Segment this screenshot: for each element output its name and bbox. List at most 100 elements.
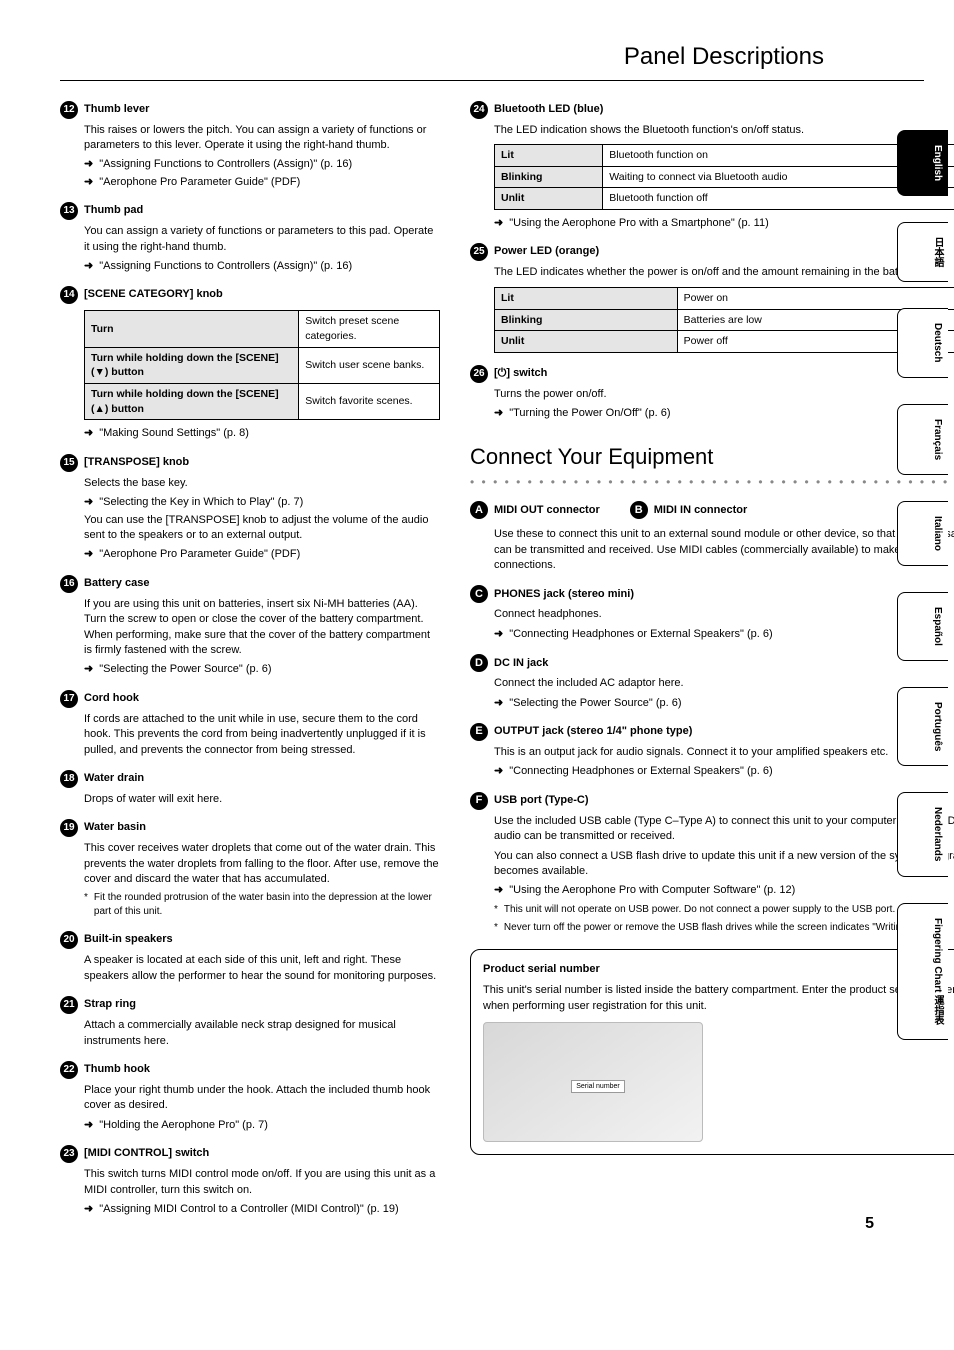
- language-tab[interactable]: Fingering Chart 運指表: [897, 903, 948, 1040]
- item-title: Strap ring: [84, 997, 136, 1012]
- description-item: 13 Thumb pad You can assign a variety of f…: [60, 202, 440, 274]
- language-tab[interactable]: Español: [897, 592, 948, 661]
- item-paragraph: Turns the power on/off.: [494, 387, 954, 402]
- item-title: Thumb hook: [84, 1062, 150, 1077]
- item-paragraph: Drops of water will exit here.: [84, 792, 440, 807]
- description-item: 19Water basinThis cover receives water d…: [60, 819, 440, 919]
- table-key: Turn while holding down the [SCENE] (▼) …: [85, 347, 299, 383]
- language-tab[interactable]: Português: [897, 687, 948, 766]
- language-tabs: English 日本語 Deutsch Français Italiano Español…: [897, 130, 948, 1040]
- ref-arrow-icon: ➜: [84, 495, 93, 510]
- table-key: Turn: [85, 311, 299, 347]
- ref-text: "Making Sound Settings" (p. 8): [99, 426, 249, 441]
- item-paragraph: Attach a commercially available neck str…: [84, 1018, 440, 1049]
- description-item: 25Power LED (orange)The LED indicates wh…: [470, 243, 954, 352]
- item-title: PHONES jack (stereo mini): [494, 587, 634, 602]
- language-tab[interactable]: Français: [897, 404, 948, 475]
- item-paragraph: If cords are attached to the unit while …: [84, 712, 440, 758]
- number-badge: 21: [60, 996, 78, 1014]
- description-item: F USB port (Type-C) Use the included USB c…: [470, 792, 954, 935]
- ref-text: "Assigning Functions to Controllers (Ass…: [99, 157, 352, 172]
- item-title: Cord hook: [84, 691, 139, 706]
- table-value: Switch favorite scenes.: [299, 384, 440, 420]
- letter-badge: D: [470, 654, 488, 672]
- item-title: Thumb pad: [84, 203, 143, 218]
- language-tab[interactable]: 日本語: [897, 222, 948, 282]
- letter-badge: A: [470, 501, 488, 519]
- ref-text: "Selecting the Power Source" (p. 6): [99, 662, 271, 677]
- item-title: USB port (Type-C): [494, 793, 589, 808]
- table-key: Blinking: [495, 309, 678, 331]
- table-value: Switch user scene banks.: [299, 347, 440, 383]
- ref-text: "Selecting the Key in Which to Play" (p.…: [99, 495, 303, 510]
- ref-text: "Connecting Headphones or External Speak…: [509, 764, 772, 779]
- item-paragraph: This switch turns MIDI control mode on/o…: [84, 1167, 440, 1198]
- ref-arrow-icon: ➜: [494, 406, 503, 421]
- ref-text: "Selecting the Power Source" (p. 6): [509, 696, 681, 711]
- content-columns: 12Thumb leverThis raises or lowers the p…: [60, 101, 924, 1230]
- number-badge: 24: [470, 101, 488, 119]
- ref-text: "Holding the Aerophone Pro" (p. 7): [99, 1118, 268, 1133]
- number-badge: 17: [60, 690, 78, 708]
- item-title: MIDI IN connector: [654, 503, 748, 518]
- language-tab[interactable]: English: [897, 130, 948, 196]
- description-item: 24Bluetooth LED (blue)The LED indication…: [470, 101, 954, 232]
- note-asterisk: *: [84, 891, 88, 919]
- number-badge: 12: [60, 101, 78, 119]
- serial-number-label: Serial number: [571, 1080, 625, 1094]
- description-item: 20Built-in speakersA speaker is located …: [60, 931, 440, 984]
- number-badge: 20: [60, 931, 78, 949]
- ref-arrow-icon: ➜: [84, 426, 93, 441]
- description-item: 23[MIDI CONTROL] switchThis switch turns…: [60, 1145, 440, 1217]
- number-badge: 13: [60, 202, 78, 220]
- ref-text: "Aerophone Pro Parameter Guide" (PDF): [99, 175, 300, 190]
- item-paragraph: This raises or lowers the pitch. You can…: [84, 123, 440, 154]
- letter-badge: F: [470, 792, 488, 810]
- serial-number-callout: Product serial number This unit's serial …: [470, 949, 954, 1155]
- language-tab[interactable]: Deutsch: [897, 308, 948, 377]
- language-tab[interactable]: Nederlands: [897, 792, 948, 876]
- ref-text: "Turning the Power On/Off" (p. 6): [509, 406, 670, 421]
- letter-badge: E: [470, 723, 488, 741]
- description-item: AMIDI OUT connectorBMIDI IN connectorUse…: [470, 501, 954, 573]
- description-item: 12Thumb leverThis raises or lowers the p…: [60, 101, 440, 191]
- ref-text: "Using the Aerophone Pro with Computer S…: [509, 883, 795, 898]
- letter-badge: C: [470, 585, 488, 603]
- callout-title: Product serial number: [483, 962, 954, 977]
- note-text: Never turn off the power or remove the U…: [504, 921, 919, 935]
- table-key: Unlit: [495, 188, 603, 210]
- item-paragraph: The LED indicates whether the power is o…: [494, 265, 954, 280]
- ref-arrow-icon: ➜: [84, 175, 93, 190]
- item-paragraph: If you are using this unit on batteries,…: [84, 597, 440, 659]
- item-paragraph: Use the included USB cable (Type C–Type …: [494, 814, 954, 845]
- ref-text: "Connecting Headphones or External Speak…: [509, 627, 772, 642]
- item-paragraph: You can use the [TRANSPOSE] knob to adju…: [84, 513, 440, 544]
- description-item: 14[SCENE CATEGORY] knobTurnSwitch preset…: [60, 286, 440, 442]
- description-item: 21 Strap ring Attach a commercially availa…: [60, 996, 440, 1049]
- number-badge: 26: [470, 365, 488, 383]
- ref-arrow-icon: ➜: [494, 627, 503, 642]
- item-paragraph: You can assign a variety of functions or…: [84, 224, 440, 255]
- item-title: Water drain: [84, 771, 144, 786]
- ref-arrow-icon: ➜: [84, 1202, 93, 1217]
- callout-body: This unit's serial number is listed insi…: [483, 983, 954, 1014]
- table-key: Turn while holding down the [SCENE] (▲) …: [85, 384, 299, 420]
- item-title: Battery case: [84, 576, 149, 591]
- page-number: 5: [865, 1213, 874, 1235]
- left-column: 12Thumb leverThis raises or lowers the p…: [60, 101, 440, 1230]
- item-title: Water basin: [84, 820, 146, 835]
- note-asterisk: *: [494, 921, 498, 935]
- number-badge: 14: [60, 286, 78, 304]
- ref-arrow-icon: ➜: [494, 764, 503, 779]
- ref-arrow-icon: ➜: [494, 696, 503, 711]
- item-paragraph: Place your right thumb under the hook. A…: [84, 1083, 440, 1114]
- item-title: [⏻] switch: [494, 366, 547, 381]
- item-title: Built-in speakers: [84, 932, 173, 947]
- item-paragraph: The LED indication shows the Bluetooth f…: [494, 123, 954, 138]
- description-item: 26 [⏻] switch Turns the power on/off. ➜ "Tur…: [470, 365, 954, 422]
- ref-text: "Assigning MIDI Control to a Controller …: [99, 1202, 398, 1217]
- language-tab[interactable]: Italiano: [897, 501, 948, 566]
- ref-arrow-icon: ➜: [84, 1118, 93, 1133]
- description-item: DDC IN jackConnect the included AC adapt…: [470, 654, 954, 711]
- ref-arrow-icon: ➜: [84, 259, 93, 274]
